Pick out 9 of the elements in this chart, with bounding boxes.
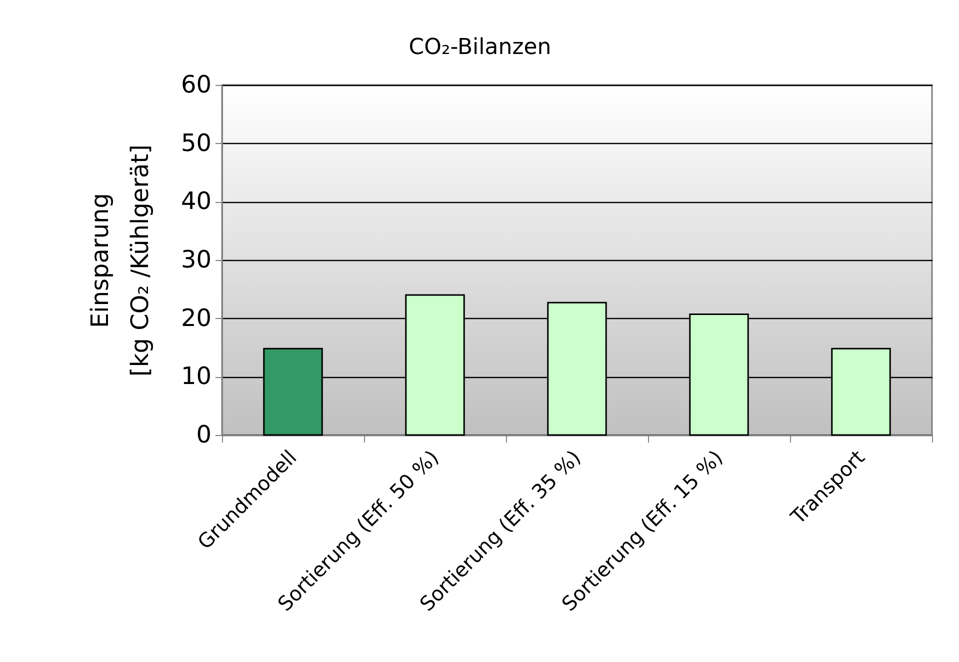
y-tick-label: 10 xyxy=(180,362,212,390)
y-tick-label: 40 xyxy=(180,187,212,216)
chart-title: CO₂-Bilanzen xyxy=(408,35,552,60)
y-axis-title: Einsparung [kg CO₂ /Kühlgerät] xyxy=(86,144,154,377)
y-tick-label: 50 xyxy=(180,128,212,157)
y-tick-label: 20 xyxy=(180,304,212,332)
y-tick-label: 30 xyxy=(180,246,212,274)
y-tick-label: 0 xyxy=(196,420,212,448)
y-tick-label: 60 xyxy=(180,70,212,98)
